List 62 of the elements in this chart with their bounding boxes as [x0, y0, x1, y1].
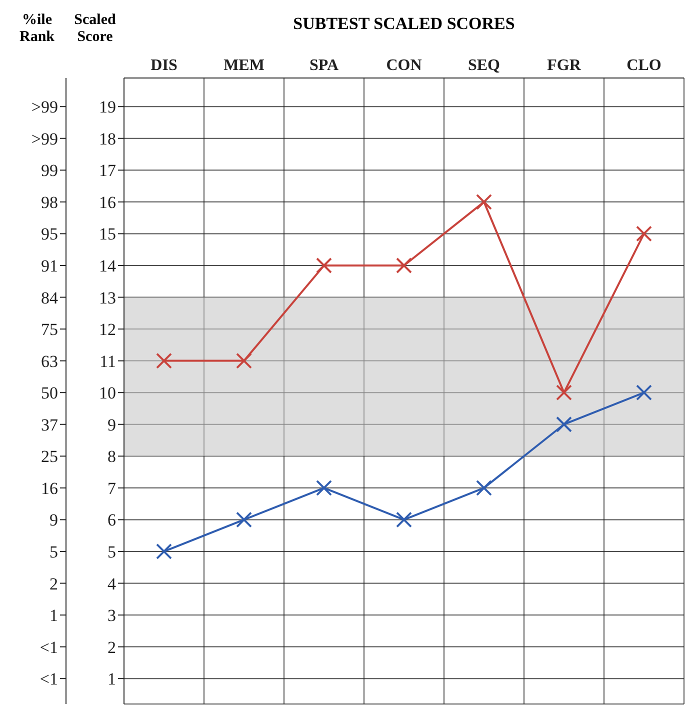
- y2-axis-title: %ile Rank: [18, 11, 56, 46]
- y-tick-label: 10: [99, 384, 116, 403]
- point: [156, 352, 172, 369]
- point: [396, 257, 412, 274]
- x-tick-label: CLO: [626, 57, 662, 74]
- text: 84: [41, 288, 58, 308]
- y-tick-label: 4: [108, 574, 116, 594]
- text: >99: [31, 98, 58, 117]
- point: [636, 226, 652, 242]
- y-tick-label: 1: [108, 670, 116, 689]
- point: [556, 384, 572, 401]
- text: 25: [41, 447, 58, 466]
- y-tick-label: 5: [108, 542, 116, 562]
- text: 2: [50, 574, 58, 594]
- text: <1: [40, 670, 58, 689]
- text: >99: [31, 129, 58, 148]
- y-tick-label: 15: [99, 224, 116, 244]
- text: 5: [50, 542, 58, 562]
- y-tick-label: 6: [108, 510, 116, 530]
- text: 1: [50, 606, 58, 626]
- text: 37: [41, 415, 58, 434]
- y-tick-label: 11: [100, 352, 116, 371]
- text: 99: [41, 161, 58, 180]
- y-tick-label: 14: [99, 256, 116, 276]
- point: [236, 352, 252, 369]
- text: 98: [41, 192, 58, 212]
- x-tick-label: DIS: [150, 57, 178, 74]
- text: 75: [41, 320, 58, 340]
- x-tick-label: SPA: [309, 57, 339, 74]
- text: 63: [41, 352, 58, 371]
- x-tick-label: MEM: [224, 57, 264, 74]
- y-tick-label: 9: [108, 415, 116, 434]
- y-tick-label: 7: [108, 478, 116, 498]
- text: 91: [41, 256, 58, 276]
- y-tick-label: 17: [99, 161, 116, 180]
- point: [236, 512, 252, 528]
- text: <1: [40, 638, 58, 657]
- y-axis-title: Scaled Score: [73, 11, 117, 46]
- point: [476, 194, 492, 210]
- point: [316, 257, 332, 274]
- x-tick-label: SEQ: [468, 57, 500, 74]
- y-tick-label: 16: [99, 192, 116, 212]
- y-tick-label: 18: [99, 129, 116, 148]
- text: 9: [50, 510, 58, 530]
- point: [636, 384, 652, 401]
- y-tick-label: 12: [99, 320, 116, 340]
- point: [316, 480, 332, 496]
- point: [156, 543, 172, 560]
- chart-title: SUBTEST SCALED SCORES: [292, 14, 516, 34]
- y-tick-label: 19: [99, 98, 116, 117]
- y-tick-label: 13: [99, 288, 116, 308]
- point: [396, 512, 412, 528]
- x-tick-label: FGR: [547, 57, 582, 74]
- y-tick-label: 3: [108, 606, 116, 626]
- text: 50: [41, 384, 58, 403]
- y-tick-label: 2: [108, 638, 116, 657]
- text: 16: [41, 478, 58, 498]
- point: [476, 480, 492, 496]
- x-tick-label: CON: [386, 57, 422, 74]
- point: [556, 416, 572, 432]
- y-tick-label: 8: [108, 447, 116, 466]
- text: 95: [41, 224, 58, 244]
